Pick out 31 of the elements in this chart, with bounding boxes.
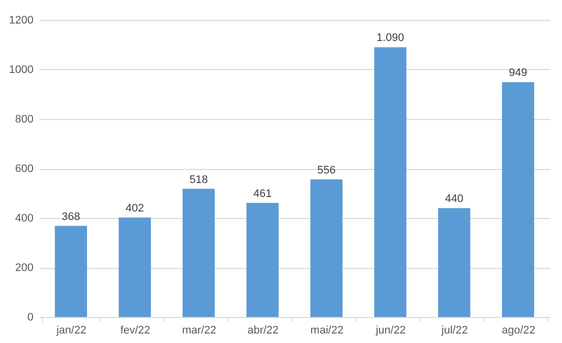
bar <box>246 202 279 317</box>
x-tick-label: abr/22 <box>247 324 279 336</box>
y-tick-label: 800 <box>15 114 34 126</box>
y-tick-label: 1200 <box>9 14 34 26</box>
y-tick-label: 400 <box>15 212 34 224</box>
x-tick-label: mai/22 <box>310 324 344 336</box>
x-tick-label: jul/22 <box>440 324 468 336</box>
bar <box>438 208 470 317</box>
y-tick-label: 600 <box>15 163 34 175</box>
y-tick-label: 1000 <box>9 64 34 76</box>
bar <box>54 226 88 317</box>
bar <box>502 82 534 317</box>
data-label: 402 <box>126 202 144 215</box>
data-label: 556 <box>317 164 336 176</box>
y-tick-label: 200 <box>15 262 34 274</box>
data-label: 1.090 <box>376 32 404 44</box>
x-tick-label: ago/22 <box>502 324 536 336</box>
y-tick-label: 0 <box>27 312 34 324</box>
x-tick-label: jun/22 <box>374 324 406 336</box>
x-tick-label: mar/22 <box>182 324 216 336</box>
data-label: 440 <box>445 193 464 206</box>
data-label: 949 <box>508 67 528 80</box>
data-label: 461 <box>253 188 272 200</box>
bar <box>310 179 343 317</box>
bar <box>374 47 406 317</box>
bar <box>118 218 151 317</box>
x-tick-label: jan/22 <box>55 324 86 336</box>
data-label: 368 <box>62 210 80 223</box>
x-tick-label: fev/22 <box>120 324 150 336</box>
bar <box>182 188 215 317</box>
data-label: 518 <box>190 174 208 186</box>
